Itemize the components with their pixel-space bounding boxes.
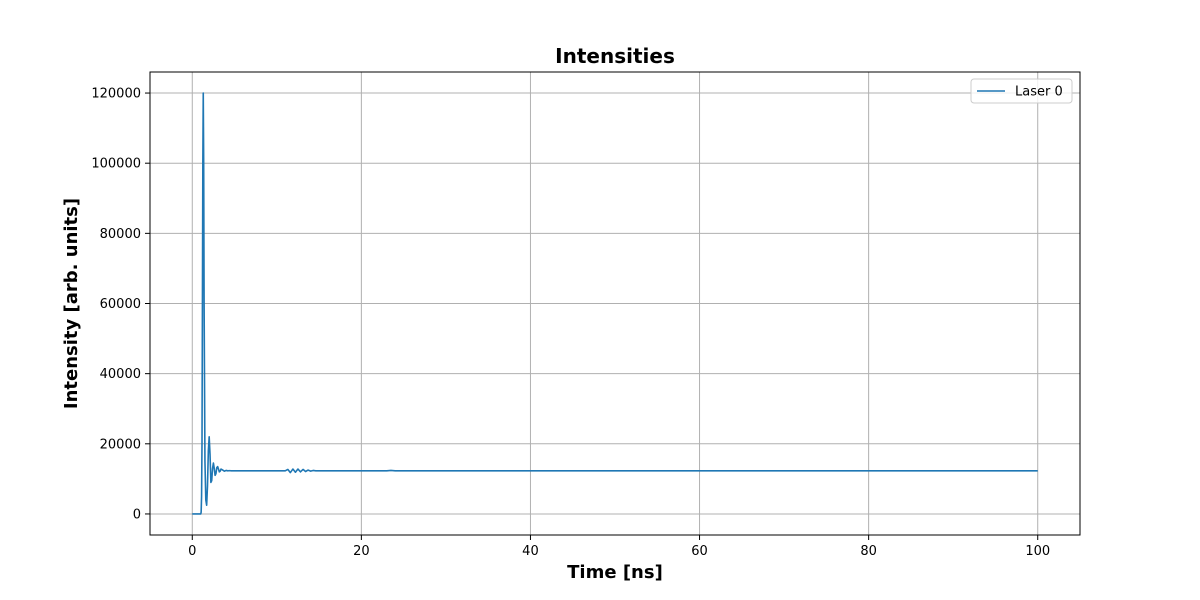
legend-box — [970, 78, 1073, 104]
y-axis-label: Intensity [arb. units] — [61, 198, 82, 409]
chart-title: Intensities — [555, 44, 675, 68]
x-tick-label: 0 — [188, 544, 196, 559]
x-tick-label: 20 — [353, 544, 370, 559]
y-tick-label: 60000 — [100, 297, 141, 312]
x-axis-label: Time [ns] — [567, 562, 663, 583]
series-line-0 — [192, 92, 1038, 515]
y-tick-label: 40000 — [100, 367, 141, 382]
y-tick-label: 100000 — [91, 157, 141, 172]
y-tick-label: 80000 — [100, 227, 141, 242]
ticks: 0 20 40 60 80 100 0 20000 40000 60000 80000 100000 1… — [91, 87, 1050, 559]
x-tick-label: 80 — [860, 544, 877, 559]
legend: Laser 0 — [970, 78, 1073, 104]
x-tick-label: 40 — [522, 544, 539, 559]
y-tick-label: 20000 — [100, 437, 141, 452]
x-tick-label: 60 — [691, 544, 708, 559]
x-tick-label: 100 — [1025, 544, 1050, 559]
y-tick-label: 0 — [133, 507, 141, 522]
series-layer — [192, 92, 1038, 515]
legend-label: Laser 0 — [1015, 85, 1063, 100]
y-tick-label: 120000 — [91, 87, 141, 102]
grid — [150, 72, 1080, 535]
